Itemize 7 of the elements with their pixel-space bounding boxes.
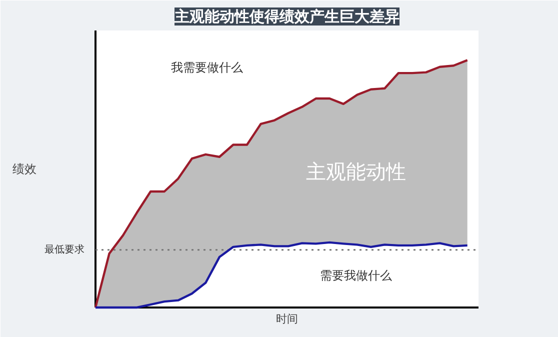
chart-title: 主观能动性使得绩效产生巨大差异 xyxy=(174,8,400,26)
y-axis-title: 绩效 xyxy=(12,162,36,176)
annotation: 需要我做什么 xyxy=(320,268,392,282)
annotation: 我需要做什么 xyxy=(171,60,244,75)
x-axis-title: 时间 xyxy=(276,312,298,326)
annotation: 主观能动性 xyxy=(306,159,406,184)
ref-line-label: 最低要求 xyxy=(44,243,84,256)
